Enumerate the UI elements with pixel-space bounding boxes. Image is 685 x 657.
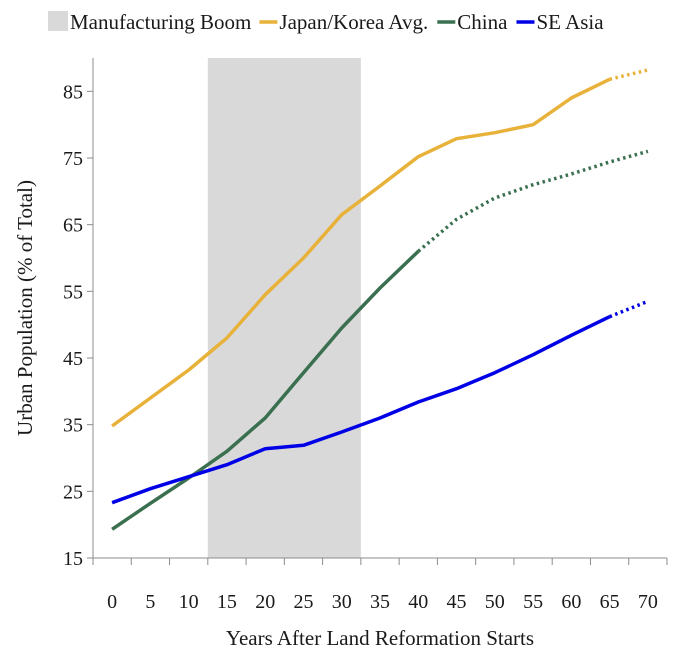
- legend: Manufacturing Boom Japan/Korea Avg. China S…: [48, 10, 604, 34]
- axes-layer: 15 25 35 45 55 65 75 85 0 5 10 15 20 25 30 35 40 45 50 55 60…: [63, 58, 668, 613]
- series-line-japan-korea-avg: [111, 77, 611, 428]
- x-tick-label: 65: [600, 591, 620, 613]
- x-tick-label: 60: [561, 591, 581, 613]
- series-line-se-asia: [111, 315, 611, 505]
- x-tick-label: 10: [179, 591, 199, 613]
- y-axis-title: Urban Population (% of Total): [13, 180, 37, 436]
- x-axis-title: Years After Land Reformation Starts: [226, 626, 534, 650]
- legend-label-se-asia: SE Asia: [536, 10, 604, 34]
- series-line-china: [111, 250, 420, 531]
- x-tick-label: 15: [217, 591, 237, 613]
- x-tick-label: 20: [255, 591, 275, 613]
- x-tick-label: 30: [332, 591, 352, 613]
- y-tick-label: 25: [63, 481, 83, 503]
- legend-label-china: China: [457, 10, 508, 34]
- y-tick-label: 85: [63, 81, 83, 103]
- shaded-region-layer: [207, 58, 361, 558]
- series-projection-japan-korea-avg: [609, 68, 649, 82]
- x-tick-label: 0: [107, 591, 117, 613]
- x-tick-label: 55: [523, 591, 543, 613]
- series-layer: [111, 68, 649, 531]
- legend-label-manufacturing-boom: Manufacturing Boom: [70, 10, 251, 34]
- x-tick-label: 40: [408, 591, 428, 613]
- y-tick-label: 75: [63, 148, 83, 170]
- y-tick-label: 55: [63, 281, 83, 303]
- series-projection-se-asia: [608, 299, 649, 319]
- manufacturing-boom-region: [207, 58, 361, 558]
- series-projection-china: [417, 149, 649, 253]
- y-tick-label: 45: [63, 348, 83, 370]
- x-tick-label: 5: [145, 591, 155, 613]
- legend-label-japan-korea-avg: Japan/Korea Avg.: [279, 10, 428, 34]
- y-tick-label: 15: [63, 548, 83, 570]
- y-tick-label: 65: [63, 215, 83, 237]
- x-tick-label: 50: [485, 591, 505, 613]
- y-tick-label: 35: [63, 415, 83, 437]
- x-tick-label: 45: [447, 591, 467, 613]
- legend-swatch-manufacturing-boom: [48, 11, 68, 31]
- x-tick-label: 35: [370, 591, 390, 613]
- x-tick-label: 70: [638, 591, 658, 613]
- x-tick-label: 25: [293, 591, 313, 613]
